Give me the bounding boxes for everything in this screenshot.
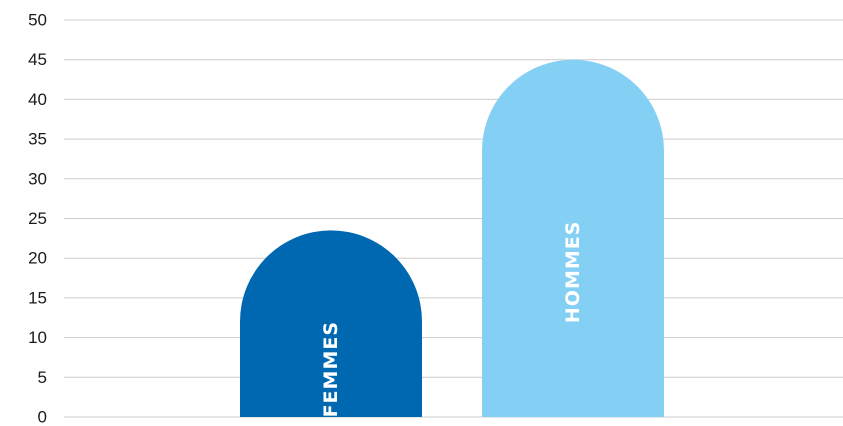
bar-label-femmes: FEMMES [320,321,342,417]
y-tick-label: 0 [38,408,47,426]
grid-lines [64,19,843,418]
y-tick-label: 45 [28,50,47,69]
bars: FEMMES HOMMES [240,59,664,417]
y-tick-label: 50 [28,11,47,30]
bar-femmes [240,230,422,417]
y-tick-label: 35 [28,130,47,149]
y-tick-label: 5 [38,368,47,387]
y-tick-label: 30 [28,169,47,188]
y-tick-label: 20 [28,249,47,268]
y-tick-label: 10 [28,328,47,347]
y-axis: 0 5 10 15 20 25 30 35 40 45 50 [28,11,47,426]
bar-hommes [482,59,664,417]
y-tick-label: 25 [28,209,47,228]
y-tick-label: 40 [28,90,47,109]
bar-label-hommes: HOMMES [562,221,584,324]
y-tick-label: 15 [28,288,47,307]
